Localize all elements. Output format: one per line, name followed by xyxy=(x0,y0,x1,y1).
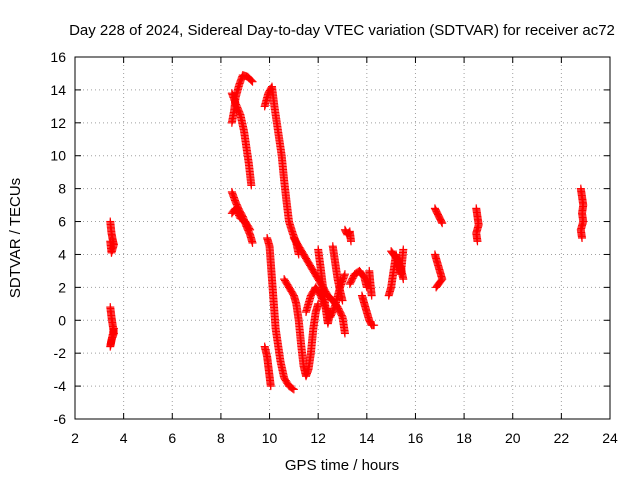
data-point xyxy=(432,282,441,291)
data-point xyxy=(289,385,298,394)
y-tick-label: 0 xyxy=(58,312,66,328)
x-tick-label: 8 xyxy=(217,430,225,446)
data-point xyxy=(367,291,376,300)
data-point xyxy=(347,237,356,246)
x-tick-label: 20 xyxy=(505,430,521,446)
y-tick-label: 10 xyxy=(50,148,66,164)
y-tick-label: 12 xyxy=(50,115,66,131)
data-point xyxy=(245,224,254,233)
y-tick-label: -2 xyxy=(54,345,67,361)
data-point xyxy=(399,275,408,284)
x-tick-label: 18 xyxy=(456,430,472,446)
x-tick-label: 2 xyxy=(71,430,79,446)
data-point xyxy=(399,245,408,254)
data-point xyxy=(370,321,379,330)
data-point xyxy=(473,237,482,246)
data-point xyxy=(340,270,349,279)
x-tick-label: 10 xyxy=(262,430,278,446)
x-tick-label: 4 xyxy=(120,430,128,446)
data-point xyxy=(109,324,118,333)
data-point xyxy=(246,225,255,234)
x-tick-label: 6 xyxy=(168,430,176,446)
y-tick-label: 14 xyxy=(50,82,66,98)
data-points xyxy=(106,71,588,394)
data-point xyxy=(437,217,446,226)
y-tick-label: 4 xyxy=(58,246,66,262)
x-tick-labels: 2 4 6 8 10 12 14 16 18 20 22 24 xyxy=(71,430,618,446)
data-point xyxy=(578,234,587,242)
y-tick-label: -4 xyxy=(54,378,67,394)
data-point xyxy=(247,76,256,85)
y-tick-label: 2 xyxy=(58,279,66,295)
data-point xyxy=(248,238,257,247)
y-axis-title: SDTVAR / TECUs xyxy=(7,178,24,298)
y-tick-label: -6 xyxy=(54,411,67,427)
data-point xyxy=(266,382,275,391)
y-tick-label: 8 xyxy=(58,181,66,197)
data-point xyxy=(340,329,349,338)
x-tick-label: 12 xyxy=(310,430,326,446)
plot-frame xyxy=(74,56,611,420)
axis-ticks xyxy=(74,56,611,420)
x-tick-label: 22 xyxy=(554,430,570,446)
x-tick-label: 24 xyxy=(602,430,618,446)
y-tick-labels: -6 -4 -2 0 2 4 6 8 10 12 14 16 xyxy=(50,49,66,427)
data-point xyxy=(246,75,255,84)
x-tick-label: 16 xyxy=(408,430,424,446)
data-point xyxy=(248,77,257,86)
grid xyxy=(75,57,610,419)
data-point xyxy=(438,219,447,228)
data-point xyxy=(106,237,115,246)
data-point xyxy=(432,283,441,292)
y-tick-label: 6 xyxy=(58,214,66,230)
x-tick-label: 14 xyxy=(359,430,375,446)
chart-title: Day 228 of 2024, Sidereal Day-to-day VTE… xyxy=(69,22,615,39)
y-tick-label: 16 xyxy=(50,49,66,65)
x-axis-title: GPS time / hours xyxy=(285,457,399,474)
data-point xyxy=(288,384,297,393)
data-point xyxy=(247,181,256,190)
